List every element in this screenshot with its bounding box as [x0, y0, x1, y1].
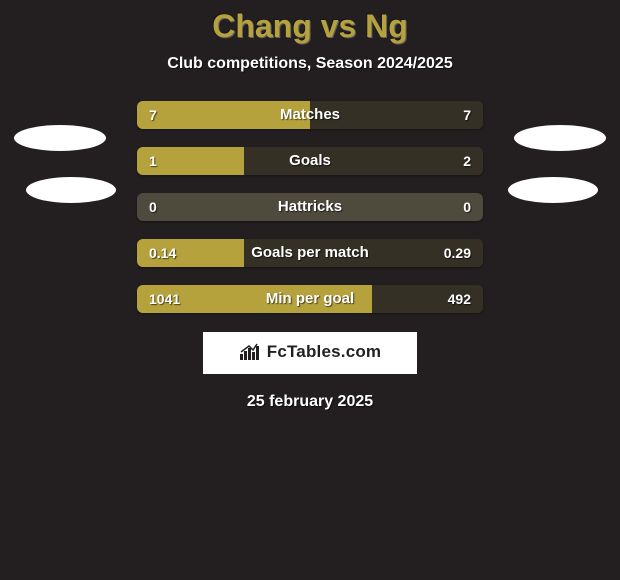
brand-box: FcTables.com [202, 331, 418, 375]
brand-text: FcTables.com [267, 342, 382, 362]
stat-label: Goals per match [137, 239, 483, 267]
stats-area: 77Matches 12Goals 00Hattricks 0.140.29Goals… [0, 101, 620, 313]
stat-label: Matches [137, 101, 483, 129]
stat-row: 1041492Min per goal [137, 285, 483, 313]
comparison-card: Chang vs Ng Club competitions, Season 20… [0, 0, 620, 580]
subtitle: Club competitions, Season 2024/2025 [0, 55, 620, 73]
stat-label: Hattricks [137, 193, 483, 221]
stat-row: 12Goals [137, 147, 483, 175]
player-a-badge-2 [26, 177, 116, 203]
page-title: Chang vs Ng [0, 0, 620, 45]
player-b-badge-2 [508, 177, 598, 203]
player-b-badge-1 [514, 125, 606, 151]
stat-row: 0.140.29Goals per match [137, 239, 483, 267]
stat-row: 00Hattricks [137, 193, 483, 221]
stat-rows: 77Matches 12Goals 00Hattricks 0.140.29Goals… [137, 101, 483, 313]
stat-label: Goals [137, 147, 483, 175]
player-a-badge-1 [14, 125, 106, 151]
stat-row: 77Matches [137, 101, 483, 129]
date-line: 25 february 2025 [0, 393, 620, 411]
stat-label: Min per goal [137, 285, 483, 313]
brand-chart-icon [239, 343, 261, 361]
